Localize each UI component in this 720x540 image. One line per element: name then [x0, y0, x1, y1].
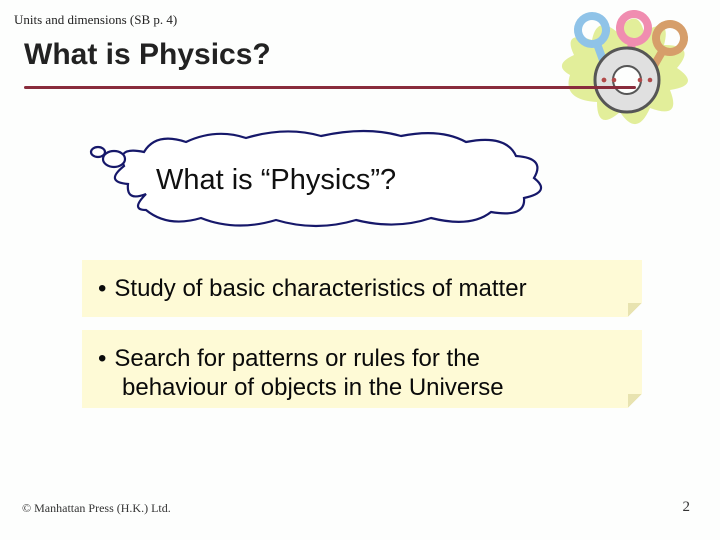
corner-splash-art [542, 10, 702, 140]
breadcrumb: Units and dimensions (SB p. 4) [14, 12, 177, 28]
title-rule [24, 86, 636, 89]
dogear-icon [628, 394, 642, 408]
page-title: What is Physics? [24, 38, 271, 72]
cloud-question-text: What is “Physics”? [156, 164, 396, 197]
bullet-2-line2: behaviour of objects in the Universe [98, 373, 632, 402]
bullet-2-line1: Search for patterns or rules for the [114, 345, 480, 372]
bullet-1-text: Study of basic characteristics of matter [114, 275, 526, 302]
bullet-text: • Search for patterns or rules for the be… [98, 344, 632, 403]
bullet-marker-icon: • [98, 275, 106, 302]
bullet-box-2: • Search for patterns or rules for the be… [82, 330, 642, 408]
copyright-text: © Manhattan Press (H.K.) Ltd. [22, 501, 171, 516]
bullet-text: • Study of basic characteristics of matte… [98, 274, 632, 303]
page-number: 2 [683, 499, 691, 516]
dogear-icon [628, 303, 642, 317]
thought-cloud: What is “Physics”? [86, 124, 556, 234]
bullet-box-1: • Study of basic characteristics of matte… [82, 260, 642, 317]
bullet-marker-icon: • [98, 345, 106, 372]
slide: Units and dimensions (SB p. 4) What is P… [0, 0, 720, 540]
